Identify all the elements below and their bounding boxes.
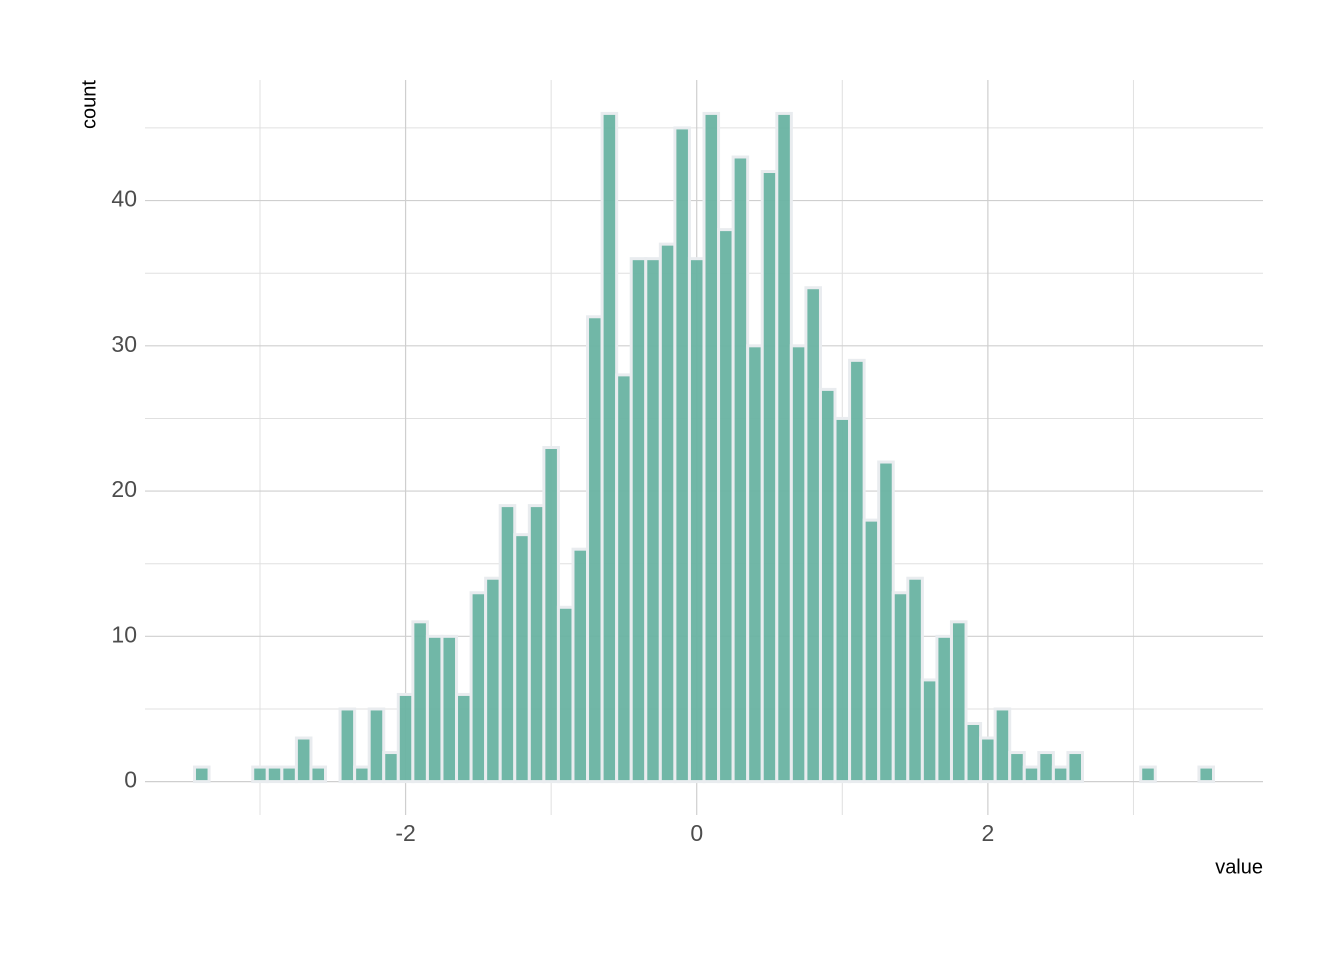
bar (833, 416, 852, 784)
bar (746, 344, 764, 784)
bar (673, 126, 691, 784)
bar (192, 765, 211, 784)
bar (1022, 765, 1041, 784)
bar (629, 257, 648, 784)
bar (542, 446, 560, 784)
x-tick-label: -2 (395, 820, 415, 846)
bar (964, 721, 983, 784)
bar (294, 736, 313, 784)
bar (920, 678, 939, 784)
bar (484, 576, 502, 784)
bar (760, 170, 779, 784)
bar (1197, 765, 1216, 784)
bar (251, 765, 269, 784)
bar (1066, 751, 1084, 784)
bar (411, 620, 429, 784)
bar (731, 155, 750, 784)
bar (891, 591, 910, 784)
bar (556, 605, 575, 784)
bar (527, 504, 546, 784)
bar (818, 387, 837, 784)
bar (396, 692, 415, 784)
bar (338, 707, 357, 784)
bar (455, 692, 473, 784)
bar (600, 111, 619, 784)
bar (571, 547, 590, 784)
bar (382, 751, 400, 784)
x-axis-label: value (1215, 856, 1263, 878)
bar (1008, 751, 1026, 784)
bar (1139, 765, 1157, 784)
bar (775, 111, 793, 784)
bar (367, 707, 386, 784)
bar (658, 242, 677, 784)
bar (789, 344, 808, 784)
bar (513, 533, 531, 784)
bar (498, 504, 517, 784)
bar (469, 591, 488, 784)
bar (425, 634, 444, 784)
bar (702, 111, 721, 784)
x-tick-label: 2 (981, 820, 994, 846)
y-tick-label: 20 (111, 476, 137, 502)
bar (280, 765, 298, 784)
bar (615, 373, 633, 784)
bar (862, 518, 881, 784)
bar (309, 765, 328, 784)
y-tick-label: 0 (124, 767, 137, 793)
y-tick-label: 40 (111, 186, 137, 212)
bar (906, 576, 924, 784)
bar (1037, 751, 1055, 784)
bar (979, 736, 997, 784)
y-axis-label: count (78, 80, 100, 129)
bar (949, 620, 968, 784)
bar (586, 315, 604, 784)
bar (804, 286, 822, 784)
bar (440, 634, 459, 784)
bar (877, 460, 895, 784)
bar (717, 228, 735, 784)
y-tick-label: 10 (111, 621, 137, 647)
bar (848, 358, 866, 784)
bar (993, 707, 1012, 784)
bar (1051, 765, 1070, 784)
bar (644, 257, 662, 784)
x-tick-label: 0 (690, 820, 703, 846)
bar (265, 765, 284, 784)
bar (687, 257, 706, 784)
y-tick-label: 30 (111, 331, 137, 357)
bar (353, 765, 371, 784)
bar (935, 634, 953, 784)
